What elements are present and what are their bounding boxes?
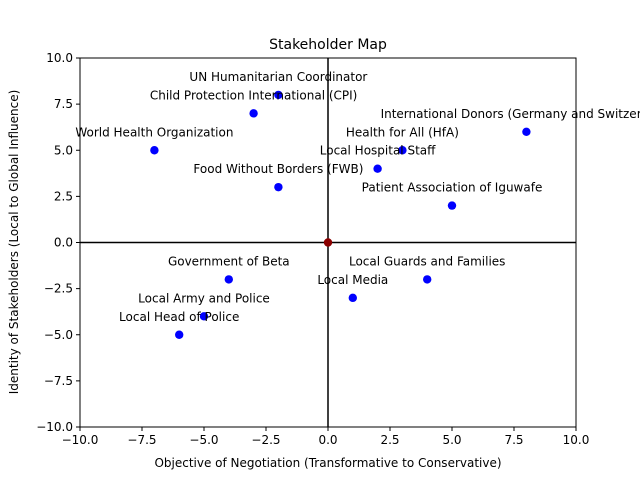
x-tick-label: 0.0 — [318, 433, 337, 447]
y-tick-label: 10.0 — [46, 51, 73, 65]
x-axis-label: Objective of Negotiation (Transformative… — [154, 456, 501, 470]
data-point — [447, 201, 457, 210]
point-label: Local Army and Police — [138, 291, 270, 305]
data-point — [199, 312, 209, 321]
data-point — [423, 275, 432, 284]
point-label: Child Protection International (CPI) — [150, 88, 358, 102]
point-label: UN Humanitarian Coordinator — [189, 70, 367, 84]
chart-title: Stakeholder Map — [269, 37, 387, 53]
point-label: Government of Beta — [168, 254, 290, 268]
point-label: Food Without Borders (FWB) — [193, 162, 363, 176]
data-point — [224, 275, 233, 284]
point-label: Health for All (HfA) — [346, 125, 459, 139]
data-point — [373, 164, 382, 173]
origin-point — [323, 238, 333, 247]
x-tick-label: −5.0 — [189, 433, 218, 447]
point-label: Local Media — [317, 273, 388, 287]
data-point — [522, 127, 531, 136]
data-point — [348, 293, 357, 303]
point-label: International Donors (Germany and Switze… — [381, 107, 640, 121]
y-tick-label: −2.5 — [44, 282, 73, 296]
y-tick-label: 0.0 — [54, 236, 73, 250]
data-point — [249, 109, 258, 118]
point-label: Local Head of Police — [119, 310, 239, 324]
point-label: World Health Organization — [75, 125, 233, 139]
x-tick-label: −2.5 — [251, 433, 280, 447]
data-point — [398, 146, 407, 155]
x-tick-label: 7.5 — [504, 433, 523, 447]
x-tick-label: −10.0 — [62, 433, 99, 447]
x-tick-label: −7.5 — [127, 433, 156, 447]
x-tick-label: 2.5 — [380, 433, 399, 447]
y-axis-label: Identity of Stakeholders (Local to Globa… — [7, 90, 21, 395]
y-tick-label: 5.0 — [54, 143, 73, 157]
x-tick-label: 10.0 — [563, 433, 590, 447]
y-tick-label: 2.5 — [54, 189, 73, 203]
y-tick-label: −10.0 — [36, 420, 73, 434]
data-point — [175, 330, 184, 339]
point-label: Local Guards and Families — [349, 254, 505, 268]
point-label: Local Hospital Staff — [320, 144, 436, 158]
data-point — [150, 146, 159, 155]
point-label: Patient Association of Iguwafe — [362, 181, 543, 195]
y-tick-label: −5.0 — [44, 328, 73, 342]
y-tick-label: −7.5 — [44, 374, 73, 388]
x-tick-label: 5.0 — [442, 433, 461, 447]
plot-area: −10.0 −7.5 −5.0 −2.5 0.0 2.5 5.0 7.5 10.0 −10.0 −7… — [36, 51, 640, 447]
data-point — [274, 90, 283, 100]
y-tick-label: 7.5 — [54, 97, 73, 111]
data-point — [274, 182, 283, 192]
